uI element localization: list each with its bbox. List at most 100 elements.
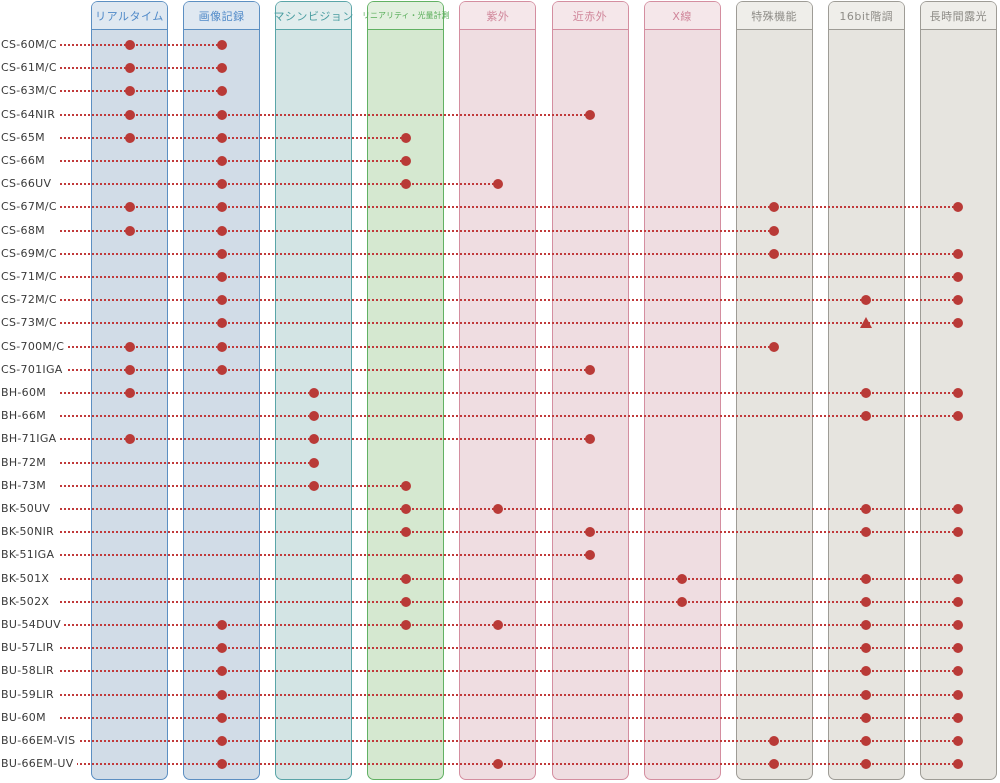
support-dot [585,550,595,561]
support-dot [124,40,135,50]
support-dot [953,596,964,607]
support-dot [308,388,319,398]
column-header: マシンビジョン [273,2,353,30]
model-label: CS-60M/C [1,37,60,53]
support-dot [124,364,135,375]
model-label: BK-502X [1,593,53,610]
support-dot [492,504,503,514]
model-label: CS-69M/C [1,245,60,262]
row-connector-line [60,763,959,766]
support-dot [124,63,135,74]
support-dot [861,596,872,607]
support-dot [953,318,964,329]
row-connector-line [60,252,959,255]
row-connector-line [60,183,498,186]
support-dot [861,620,872,630]
model-label: CS-65M [1,129,48,146]
support-dot [861,759,872,770]
support-dot [769,341,780,352]
support-dot [953,573,964,584]
row-connector-line [60,322,959,325]
row-connector-line [60,600,959,603]
column-header: 紫外 [460,2,536,30]
support-dot [953,620,964,630]
support-dot [861,736,872,746]
support-dot [585,527,595,538]
support-dot [677,596,688,607]
support-dot [585,109,595,120]
support-dot [769,736,780,746]
model-label: CS-71M/C [1,269,60,285]
model-label: BH-66M [1,408,50,425]
support-dot [124,202,135,213]
model-label: BK-51IGA [1,547,58,564]
model-label: CS-701IGA [1,361,66,378]
support-dot [953,388,964,398]
support-dot [769,225,780,236]
feature-column-5: 近赤外 [551,1,629,780]
support-dot [216,63,227,74]
row-connector-line [60,577,959,580]
row-connector-line [60,484,406,487]
row-connector-line [60,67,222,70]
row-connector-line [60,670,959,673]
column-header: 画像記録 [184,2,260,30]
support-dot [953,202,964,213]
model-label: BU-60M [1,709,49,726]
support-dot [492,620,503,630]
support-dot [861,295,872,306]
support-dot [400,620,411,630]
support-dot [216,179,227,190]
row-connector-line [60,508,959,510]
column-header: リニアリティ・光量計測 [362,2,450,30]
support-dot [861,643,872,654]
support-dot [953,759,964,770]
support-dot [953,248,964,259]
row-connector-line [60,740,959,742]
model-label: BH-60M [1,385,50,401]
support-dot [216,364,227,375]
model-label: CS-67M/C [1,199,60,216]
model-label: CS-63M/C [1,83,60,100]
column-header: 近赤外 [552,2,628,30]
support-dot [124,86,135,97]
row-connector-line [60,554,590,557]
support-dot [308,411,319,422]
row-connector-line [60,299,959,302]
support-dot [216,248,227,259]
support-dot [400,596,411,607]
support-dot [216,132,227,143]
support-dot [216,156,227,166]
support-dot [124,341,135,352]
row-connector-line [60,368,590,371]
support-dot [400,132,411,143]
support-dot [585,434,595,445]
support-dot [861,411,872,422]
row-connector-line [60,647,959,650]
support-dot [216,643,227,654]
model-label: CS-72M/C [1,292,60,309]
support-dot [400,527,411,538]
model-label: BK-50NIR [1,524,58,541]
support-dot [216,40,227,50]
row-connector-line [60,90,222,93]
support-dot [953,272,964,282]
support-dot [216,318,227,329]
row-connector-line [60,276,959,278]
support-dot [216,86,227,97]
support-dot [124,225,135,236]
support-dot [400,480,411,491]
support-dot [861,712,872,723]
model-label: CS-700M/C [1,338,68,355]
model-label: BU-66EM-VIS [1,733,79,749]
model-label: BU-57LIR [1,640,57,657]
support-dot [216,225,227,236]
support-dot [216,712,227,723]
support-dot [308,434,319,445]
support-dot [953,504,964,514]
model-label: BK-50UV [1,501,54,517]
support-dot [216,736,227,746]
support-dot [492,179,503,190]
